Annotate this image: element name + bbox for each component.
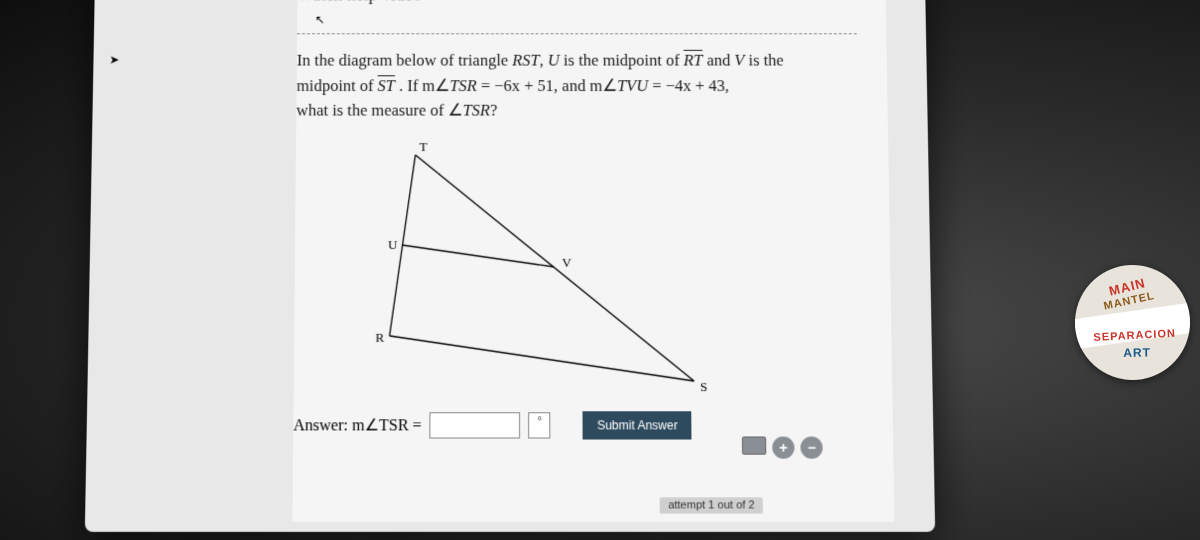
attempt-counter: attempt 1 out of 2: [660, 497, 763, 513]
utility-buttons: + −: [742, 436, 823, 458]
desk-background: ➤ Watch help video ↖ In the diagram belo…: [0, 0, 1200, 540]
answer-label: Answer: m∠TSR =: [293, 415, 421, 435]
submit-answer-button[interactable]: Submit Answer: [583, 411, 692, 439]
laptop-screen: ➤ Watch help video ↖ In the diagram belo…: [85, 0, 935, 532]
svg-text:V: V: [562, 256, 572, 270]
problem-text: In the diagram below of triangle RST, U …: [296, 48, 858, 123]
watch-help-video-link[interactable]: Watch help video: [297, 0, 856, 5]
sidebar-cursor-icon: ➤: [109, 53, 119, 68]
problem-panel: Watch help video ↖ In the diagram below …: [292, 0, 894, 522]
zoom-in-button[interactable]: +: [772, 436, 794, 458]
laptop-sticker: MAIN MANTEL SEPARACION ART: [1068, 258, 1198, 388]
svg-text:R: R: [375, 330, 384, 344]
zoom-out-button[interactable]: −: [800, 436, 822, 458]
answer-row: Answer: m∠TSR = ° Submit Answer: [293, 411, 863, 439]
sticker-text-4: ART: [1075, 345, 1197, 367]
divider: [297, 33, 857, 34]
keyboard-icon[interactable]: [742, 436, 766, 454]
answer-input[interactable]: [430, 412, 521, 438]
triangle-diagram: T U V R S: [294, 137, 717, 396]
cursor-icon: ↖: [315, 13, 857, 28]
degree-box[interactable]: °: [529, 412, 551, 438]
svg-text:U: U: [388, 238, 398, 252]
svg-text:S: S: [700, 380, 707, 394]
svg-text:T: T: [419, 140, 427, 154]
